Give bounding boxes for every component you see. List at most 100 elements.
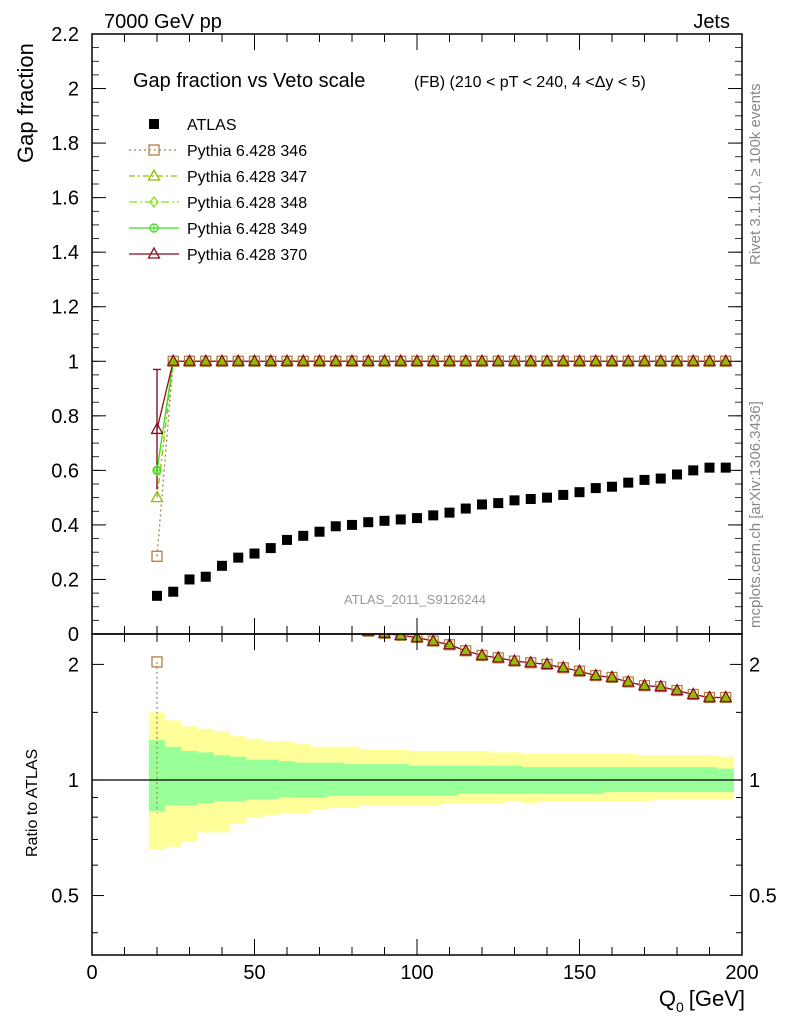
marker-first-p348 [152, 464, 162, 477]
main-ytick-label: 1.6 [51, 188, 79, 210]
legend-marker-p346 [148, 144, 160, 156]
marker-370 [686, 353, 700, 366]
marker-370 [702, 353, 717, 366]
watermark: ATLAS_2011_S9126244 [344, 592, 486, 607]
atlas-point [314, 526, 325, 537]
ratio-point-346 [395, 634, 407, 641]
ratio-ytick-label-right: 1 [749, 770, 760, 792]
legend-label-347: Pythia 6.428 347 [187, 169, 307, 186]
ratio-ytick-label: 0.5 [51, 886, 79, 908]
x-axis-title-q: Q [659, 986, 676, 1011]
ratio-ytick-label: 2 [68, 654, 79, 676]
ratio-point-370 [540, 657, 554, 670]
atlas-point [200, 571, 211, 582]
marker-370 [296, 353, 310, 366]
atlas-point [509, 495, 520, 506]
ratio-point-370 [572, 663, 587, 676]
marker-370 [572, 353, 587, 366]
ratio-point-370 [686, 687, 700, 700]
atlas-point [460, 503, 471, 514]
ratio-bands [148, 712, 734, 850]
ratio-346-first-marker [151, 656, 163, 668]
main-ytick-label: 1.8 [51, 133, 79, 155]
atlas-point [688, 465, 699, 476]
main-ytick-label: 1 [68, 351, 79, 373]
marker-370 [654, 353, 668, 366]
legend-marker-p348 [149, 195, 159, 209]
marker-370 [491, 353, 505, 366]
atlas-point [265, 543, 276, 554]
marker-370 [589, 353, 603, 366]
atlas-point [347, 519, 357, 530]
ratio-ytick-label: 1 [68, 770, 79, 792]
main-ytick-label: 1.2 [51, 297, 79, 319]
ratio-y-axis-title: Ratio to ATLAS [24, 749, 41, 857]
ratio-point-370 [475, 648, 489, 661]
atlas-point [330, 521, 341, 532]
atlas-point [233, 552, 244, 563]
atlas-point [542, 492, 552, 503]
atlas-point [168, 586, 179, 597]
ratio-point-370 [702, 690, 717, 703]
plot-subtitle: (FB) (210 < pT < 240, 4 <Δy < 5) [414, 74, 646, 91]
ratio-panel: 0.5 0.5 1 1 2 2 0 50 100 150 200 [51, 633, 777, 984]
atlas-point [363, 517, 374, 528]
atlas-point [395, 514, 406, 525]
ratio-point-370 [637, 678, 652, 691]
main-ytick-label: 0.6 [51, 460, 79, 482]
marker-370 [231, 353, 245, 366]
legend-label-370: Pythia 6.428 370 [187, 247, 307, 264]
series-line-p370 [156, 360, 726, 430]
marker-370 [215, 353, 229, 366]
atlas-point [655, 473, 666, 484]
y-axis-title: Gap fraction [13, 43, 38, 163]
ratio-point-370 [605, 670, 619, 683]
main-ytick-label: 0.2 [51, 569, 79, 591]
ratio-point-370 [670, 683, 684, 696]
rivet-label: Rivet 3.1.10, ≥ 100k events [747, 83, 764, 265]
main-ytick-label: 0.8 [51, 406, 79, 428]
main-panel: 0 0.2 0.4 0.6 0.8 1 1.2 1.4 1.6 1.8 2 2.2 [51, 24, 743, 646]
marker-370 [459, 353, 473, 366]
legend-label-348: Pythia 6.428 348 [187, 195, 307, 212]
marker-370 [361, 353, 375, 366]
marker-370 [182, 353, 197, 366]
ratio-point-370 [621, 674, 635, 687]
header-jets-label: Jets [693, 11, 730, 33]
atlas-point [639, 474, 650, 485]
atlas-point [672, 469, 682, 480]
main-ytick-label: 1.4 [51, 242, 79, 264]
marker-370 [280, 353, 294, 366]
atlas-point [152, 590, 162, 601]
atlas-point [623, 477, 634, 488]
atlas-point [493, 498, 504, 509]
marker-370 [247, 353, 262, 366]
marker-370 [442, 353, 457, 366]
plot-title: Gap fraction vs Veto scale [133, 70, 365, 92]
ratio-point-346 [362, 634, 374, 637]
atlas-point [704, 462, 715, 473]
marker-370 [377, 353, 392, 366]
ratio-band-inner [148, 740, 734, 812]
ratio-ytick-label-right: 0.5 [749, 886, 777, 908]
legend-marker-atlas [149, 119, 159, 129]
ratio-point-370 [654, 679, 668, 692]
legend-label-atlas: ATLAS [187, 117, 237, 134]
ratio-ytick-label-right: 2 [749, 654, 760, 676]
marker-370 [556, 353, 570, 366]
atlas-point [379, 515, 390, 526]
marker-370 [345, 353, 359, 366]
ratio-point-370 [719, 690, 733, 703]
ratio-point-370 [524, 655, 538, 668]
atlas-point [217, 560, 227, 571]
marker-370 [475, 353, 489, 366]
marker-370 [507, 353, 522, 366]
legend-label-346: Pythia 6.428 346 [187, 143, 307, 160]
marker-370 [540, 353, 554, 366]
atlas-point [249, 548, 260, 559]
legend-marker-p347 [147, 168, 161, 181]
ratio-xtick-label: 100 [400, 962, 433, 984]
marker-370 [410, 353, 424, 366]
marker-370 [719, 353, 733, 366]
marker-370 [312, 353, 327, 366]
